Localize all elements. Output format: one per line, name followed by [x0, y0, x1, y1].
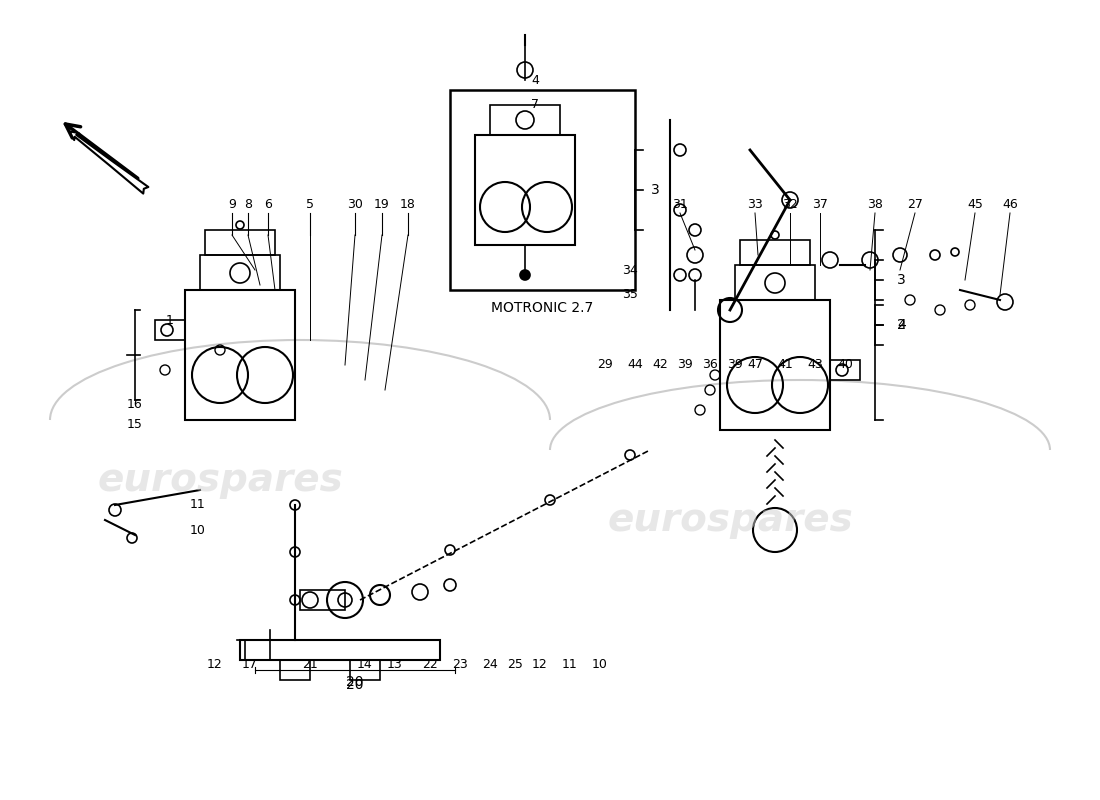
Text: 39: 39: [727, 358, 742, 371]
Text: 18: 18: [400, 198, 416, 211]
Text: 1: 1: [166, 314, 174, 326]
Bar: [735, 265, 815, 300]
Text: eurospares: eurospares: [97, 461, 343, 499]
Text: 11: 11: [190, 498, 206, 511]
Text: 20: 20: [346, 675, 364, 689]
Text: 2: 2: [896, 318, 905, 332]
Text: 21: 21: [302, 658, 318, 671]
Text: 23: 23: [452, 658, 468, 671]
Text: eurospares: eurospares: [607, 501, 852, 539]
Text: 45: 45: [967, 198, 983, 211]
Text: 4: 4: [531, 74, 539, 86]
Text: 10: 10: [592, 658, 608, 671]
Text: 13: 13: [387, 658, 403, 671]
Text: 6: 6: [264, 198, 272, 211]
Text: 38: 38: [867, 198, 883, 211]
Bar: [720, 300, 830, 430]
Text: 30: 30: [348, 198, 363, 211]
Text: 31: 31: [672, 198, 688, 211]
Text: 10: 10: [190, 523, 206, 537]
Text: 12: 12: [207, 658, 223, 671]
Bar: [300, 590, 345, 610]
Bar: [740, 240, 810, 265]
Text: 15: 15: [128, 418, 143, 431]
Circle shape: [520, 270, 530, 280]
Text: 19: 19: [374, 198, 389, 211]
Text: 35: 35: [623, 289, 638, 302]
Bar: [490, 105, 560, 135]
Text: 37: 37: [812, 198, 828, 211]
Text: 39: 39: [678, 358, 693, 371]
Text: 34: 34: [623, 263, 638, 277]
Text: 29: 29: [597, 358, 613, 371]
Bar: [205, 230, 275, 255]
Text: 7: 7: [531, 98, 539, 111]
Bar: [350, 660, 380, 680]
Bar: [830, 360, 860, 380]
Text: MOTRONIC 2.7: MOTRONIC 2.7: [492, 301, 594, 315]
Bar: [200, 255, 280, 290]
Bar: [155, 320, 185, 340]
Text: 4: 4: [896, 318, 905, 332]
Text: 40: 40: [837, 358, 852, 371]
Text: 44: 44: [627, 358, 642, 371]
Text: 25: 25: [507, 658, 522, 671]
Text: 42: 42: [652, 358, 668, 371]
Bar: [240, 640, 440, 660]
Text: 9: 9: [228, 198, 235, 211]
Text: 12: 12: [532, 658, 548, 671]
Text: 17: 17: [242, 658, 257, 671]
Text: 41: 41: [777, 358, 793, 371]
Bar: [475, 135, 575, 245]
Text: 11: 11: [562, 658, 578, 671]
Text: 47: 47: [747, 358, 763, 371]
Text: 24: 24: [482, 658, 498, 671]
Text: 36: 36: [702, 358, 718, 371]
Bar: [450, 90, 635, 290]
Text: 16: 16: [128, 398, 143, 411]
Text: 43: 43: [807, 358, 823, 371]
Text: 14: 14: [358, 658, 373, 671]
Text: 8: 8: [244, 198, 252, 211]
Bar: [185, 290, 295, 420]
Text: 20: 20: [346, 678, 364, 692]
Text: 3: 3: [896, 273, 905, 287]
Text: 46: 46: [1002, 198, 1018, 211]
Text: 5: 5: [306, 198, 313, 211]
Text: 27: 27: [908, 198, 923, 211]
Text: 22: 22: [422, 658, 438, 671]
Text: 3: 3: [650, 183, 659, 197]
Text: 33: 33: [747, 198, 763, 211]
Bar: [280, 660, 310, 680]
Text: 32: 32: [782, 198, 797, 211]
